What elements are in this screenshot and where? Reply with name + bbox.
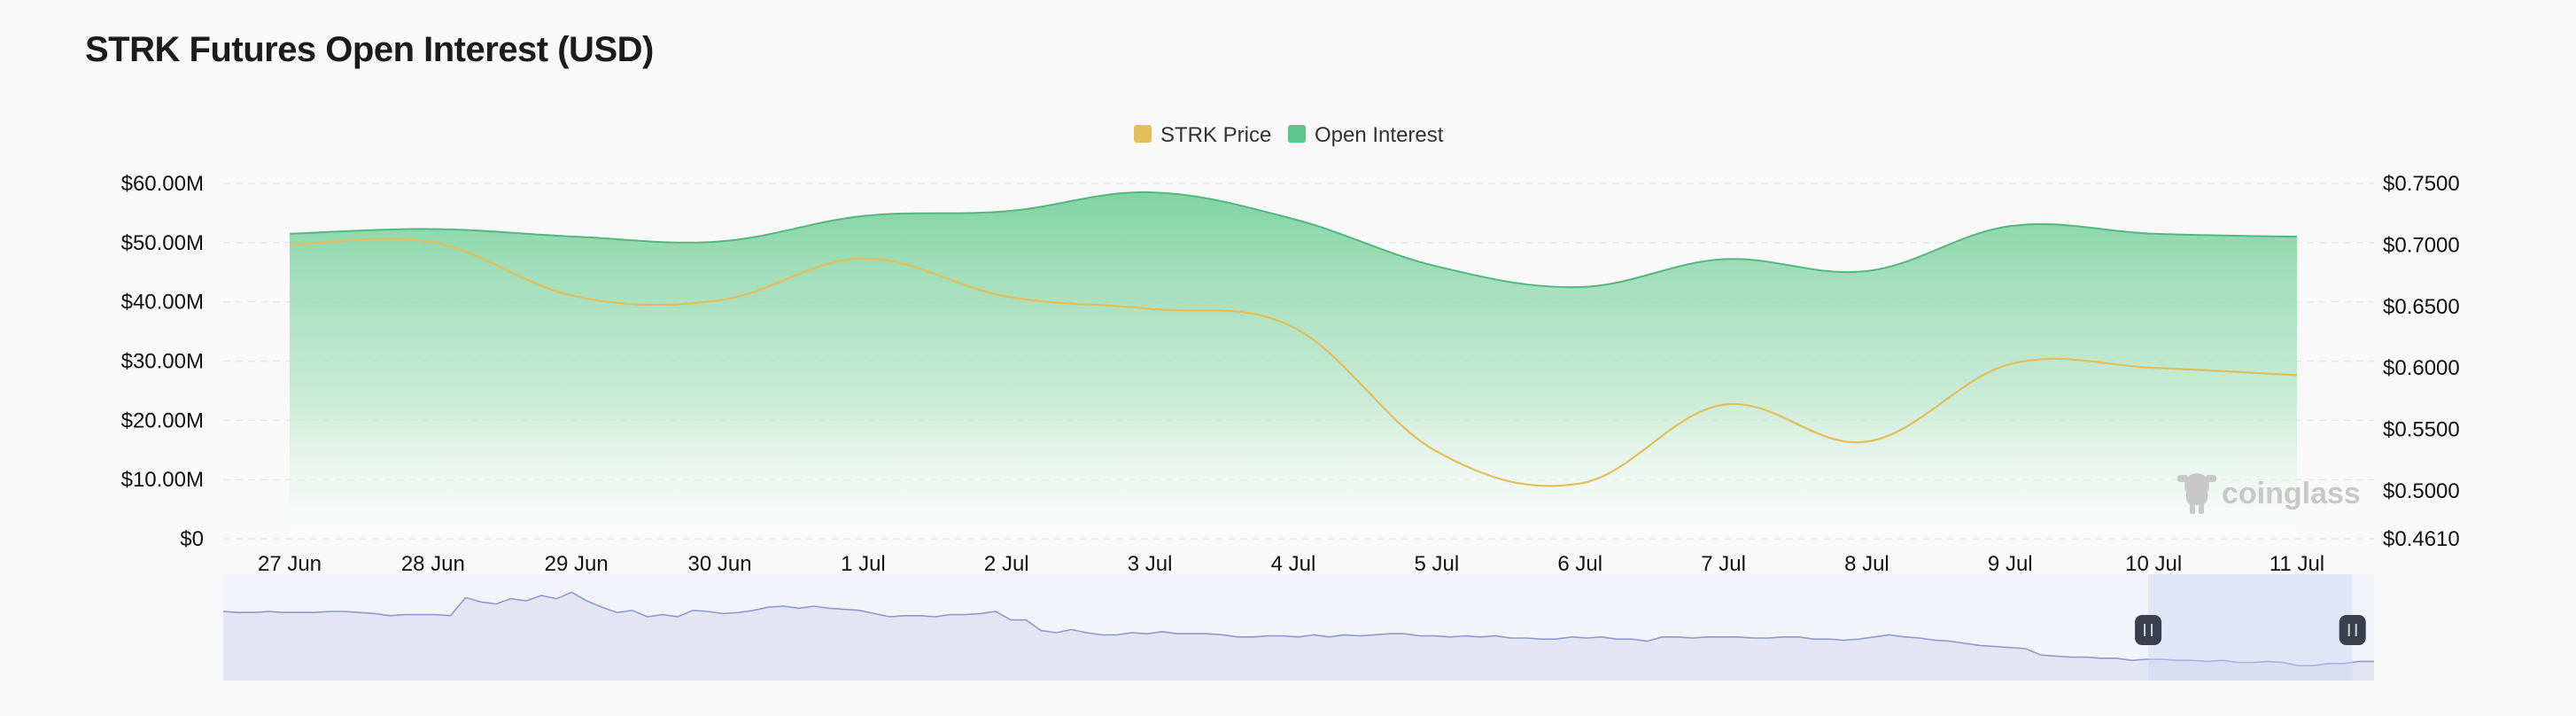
x-tick-label: 2 Jul	[984, 552, 1029, 576]
x-tick-label: 9 Jul	[1988, 552, 2033, 576]
x-tick-label: 10 Jul	[2125, 552, 2182, 576]
left-y-tick-label: $40.00M	[121, 291, 204, 315]
x-tick-label: 30 Jun	[688, 552, 752, 576]
right-y-tick-label: $0.4610	[2383, 527, 2460, 551]
price-line	[289, 237, 2298, 487]
left-y-tick-label: $60.00M	[121, 172, 204, 196]
left-y-tick-label: $20.00M	[121, 409, 204, 432]
legend: STRK Price Open Interest	[1134, 123, 1444, 147]
coinglass-watermark: coinglass	[2177, 473, 2361, 514]
navigator-handle-left[interactable]	[2135, 615, 2162, 645]
right-y-tick-label: $0.7000	[2383, 233, 2460, 257]
x-tick-label: 5 Jul	[1415, 552, 1460, 576]
legend-label-open-interest: Open Interest	[1315, 123, 1444, 147]
legend-item-open-interest[interactable]: Open Interest	[1288, 123, 1444, 147]
right-y-tick-label: $0.6500	[2383, 295, 2460, 319]
legend-item-price[interactable]: STRK Price	[1134, 123, 1271, 147]
x-tick-label: 27 Jun	[258, 552, 322, 576]
right-y-tick-label: $0.7500	[2383, 172, 2460, 196]
handle-knob[interactable]	[2135, 615, 2162, 645]
x-tick-label: 11 Jul	[2270, 552, 2324, 576]
x-tick-label: 6 Jul	[1557, 552, 1602, 576]
oi-line	[289, 191, 2298, 289]
legend-swatch-price	[1134, 125, 1152, 143]
legend-swatch-open-interest	[1288, 125, 1306, 143]
navigator-line	[222, 591, 2374, 666]
x-tick-label: 3 Jul	[1128, 552, 1173, 576]
page-title: STRK Futures Open Interest (USD)	[85, 30, 654, 69]
left-y-tick-label: $10.00M	[121, 468, 204, 492]
left-y-tick-label: $50.00M	[121, 231, 204, 255]
oi-area-series	[289, 191, 2298, 540]
right-y-axis: $0.4610 $0.5000 $0.5500 $0.6000 $0.6500 $0.70…	[2383, 172, 2460, 551]
range-navigator[interactable]	[222, 574, 2374, 681]
navigator-handle-right[interactable]	[2339, 615, 2366, 645]
x-tick-label: 29 Jun	[545, 552, 609, 576]
coinglass-logo-icon	[2177, 473, 2216, 514]
navigator-selection[interactable]	[2148, 574, 2353, 681]
x-tick-label: 4 Jul	[1271, 552, 1316, 576]
left-y-tick-label: $30.00M	[121, 350, 204, 374]
navigator-area	[223, 592, 2374, 681]
legend-label-price: STRK Price	[1160, 123, 1271, 147]
right-y-tick-label: $0.5500	[2383, 418, 2460, 442]
price-line-series	[289, 237, 2298, 487]
x-axis: 27 Jun 28 Jun 29 Jun 30 Jun 1 Jul 2 Jul 3 Jul 4…	[258, 552, 2324, 576]
handle-knob[interactable]	[2339, 615, 2366, 645]
coinglass-watermark-text: coinglass	[2222, 477, 2361, 510]
oi-area-fill	[290, 191, 2297, 540]
left-y-axis: $0 $10.00M $20.00M $30.00M $40.00M $50.00M $60…	[121, 172, 204, 551]
x-tick-label: 7 Jul	[1701, 552, 1746, 576]
x-tick-label: 28 Jun	[401, 552, 465, 576]
x-tick-label: 1 Jul	[841, 552, 886, 576]
right-y-tick-label: $0.6000	[2383, 356, 2460, 380]
x-tick-label: 8 Jul	[1844, 552, 1889, 576]
left-y-tick-label: $0	[180, 527, 204, 551]
right-y-tick-label: $0.5000	[2383, 479, 2460, 503]
